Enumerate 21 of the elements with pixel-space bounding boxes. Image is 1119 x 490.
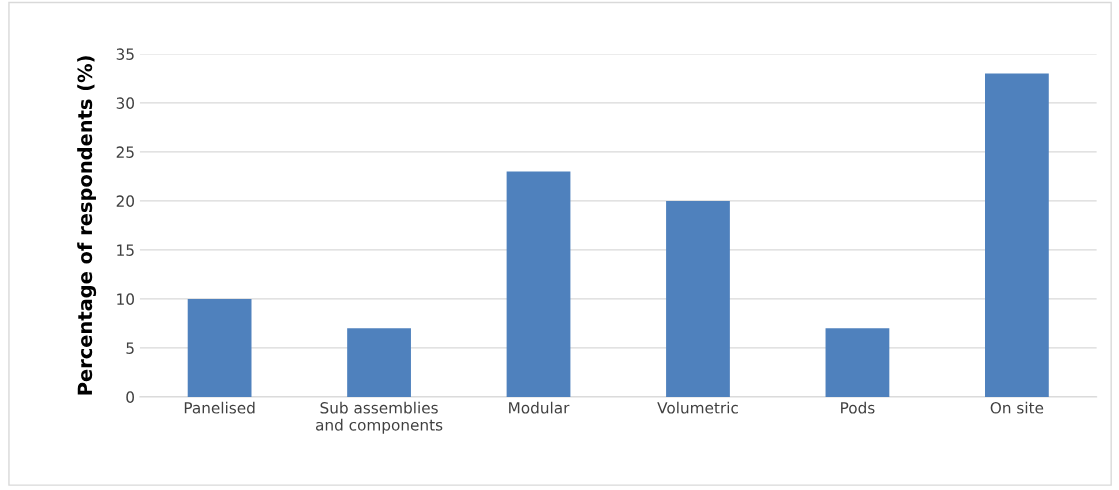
bar [506, 171, 571, 397]
x-tick-label: Sub assemblies and components [315, 401, 443, 434]
x-tick-label: On site [990, 401, 1044, 414]
y-axis-title: Percentage of respondents (%) [77, 56, 97, 395]
y-tick-label: 25 [116, 146, 134, 158]
x-tick-label: Pods [841, 401, 875, 414]
x-tick-label: Volumetric [657, 401, 738, 414]
x-tick-label: Panelised [184, 401, 255, 414]
y-tick-label: 15 [117, 244, 134, 256]
y-tick-label: 35 [116, 48, 134, 60]
bar [347, 328, 411, 397]
bar [666, 200, 730, 397]
bar [825, 328, 890, 397]
bar [985, 73, 1049, 397]
y-tick-label: 10 [117, 293, 134, 305]
bar [187, 298, 252, 397]
y-tick-label: 5 [126, 342, 134, 354]
x-tick-label: Modular [509, 401, 570, 414]
y-tick-label: 20 [116, 195, 134, 207]
y-tick-label: 0 [126, 391, 134, 403]
y-tick-label: 30 [116, 97, 134, 109]
